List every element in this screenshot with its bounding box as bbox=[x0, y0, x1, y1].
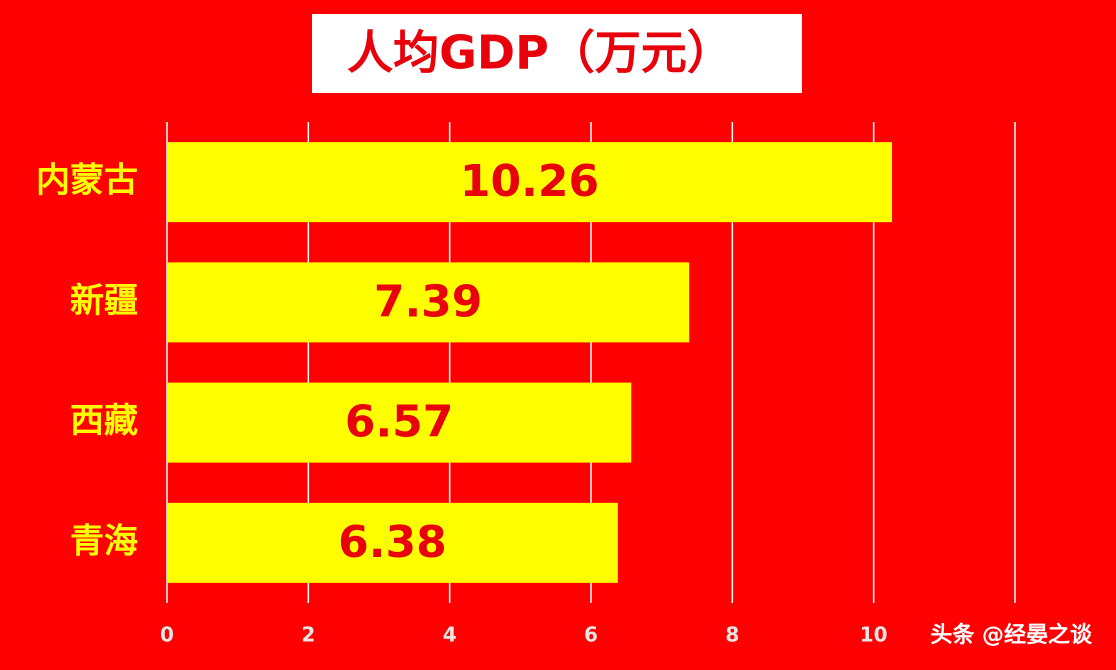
value-label: 10.26 bbox=[460, 156, 599, 207]
value-label: 6.38 bbox=[338, 517, 447, 568]
x-tick-label: 4 bbox=[443, 623, 457, 647]
y-tick-label: 内蒙古 bbox=[36, 161, 138, 201]
value-label: 6.57 bbox=[345, 397, 454, 448]
x-tick-label: 6 bbox=[584, 623, 598, 647]
watermark: 头条 @经晏之谈 bbox=[930, 622, 1093, 648]
bar bbox=[167, 262, 690, 343]
x-tick-label: 0 bbox=[160, 623, 174, 647]
x-tick-label: 10 bbox=[860, 623, 888, 647]
bar bbox=[167, 502, 618, 583]
y-tick-label: 西藏 bbox=[70, 401, 138, 441]
chart-title: 人均GDP（万元） bbox=[347, 26, 733, 80]
y-tick-label: 青海 bbox=[70, 521, 138, 561]
x-tick-label: 8 bbox=[725, 623, 739, 647]
y-tick-label: 新疆 bbox=[70, 281, 138, 321]
bar bbox=[167, 142, 893, 223]
x-tick-label: 2 bbox=[301, 623, 315, 647]
bar bbox=[167, 382, 632, 463]
value-label: 7.39 bbox=[374, 276, 483, 327]
title-box bbox=[312, 14, 802, 93]
